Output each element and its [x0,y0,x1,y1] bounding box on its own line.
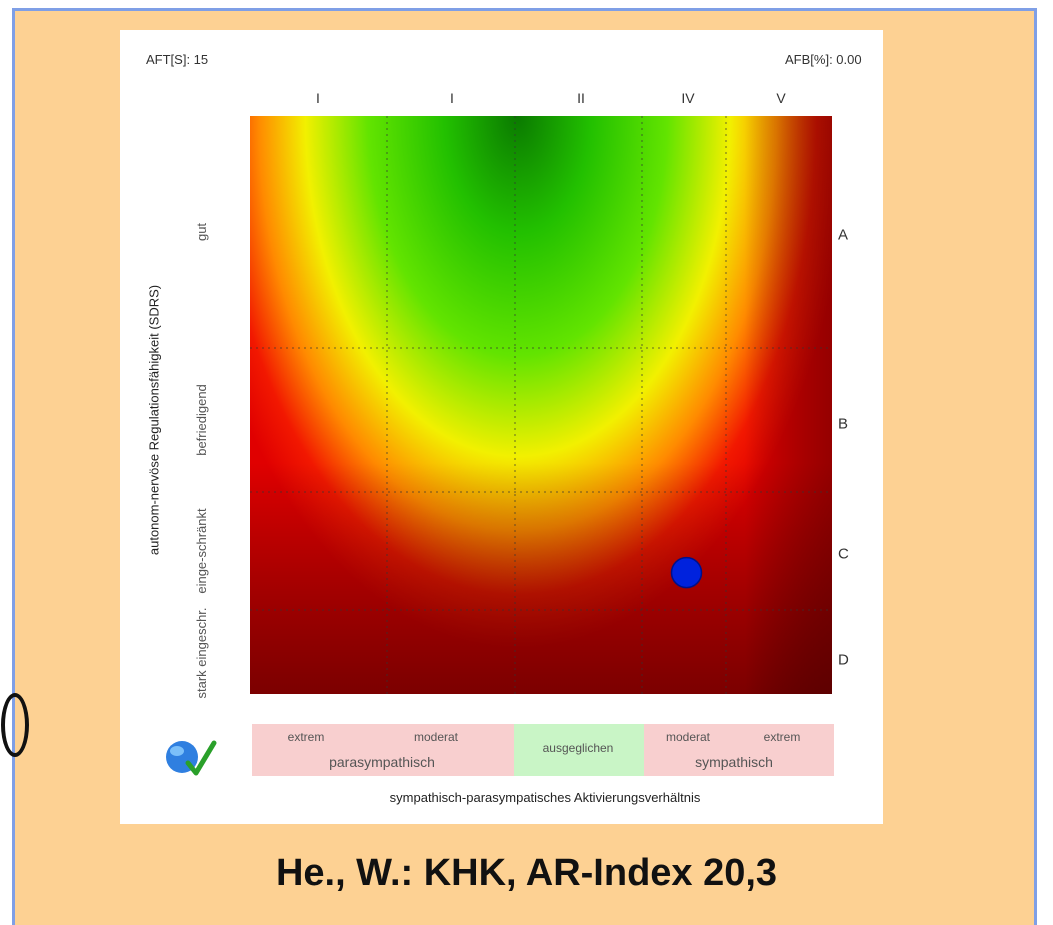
x-axis-title: sympathisch-parasympatisches Aktivierung… [389,790,701,805]
edge-circle-mark [1,693,29,757]
x-category-ausgeglichen: ausgeglichen [514,724,644,776]
aft-label: AFT[S]: 15 [146,52,209,67]
y-category-label: befriedigend [194,384,209,456]
y-category-label: stark eingeschr. [194,607,209,699]
grid-lines [250,116,832,694]
x-category-label: moderat [413,730,459,744]
globe-highlight [170,746,184,756]
column-label-1: I [316,90,320,106]
x-group-label: sympathisch [695,754,773,770]
column-label-3: II [577,90,585,106]
heatmap-svg [250,116,832,694]
x-category-label: extrem [287,730,325,744]
row-label-a: A [838,226,849,244]
row-label-b: B [838,415,849,433]
y-category-befriedigend: befriedigend [176,348,228,492]
y-category-gut: gut [176,116,228,348]
row-label-c: C [838,545,849,563]
data-point-marker [670,556,703,589]
y-category-eingeschraenkt: einge-schränkt [176,492,228,610]
y-category-label: gut [194,222,209,242]
heatmap-plot [250,116,832,694]
heatmap-shade-right [250,116,832,694]
column-label-2: I [450,90,454,106]
afb-label: AFB[%]: 0.00 [785,52,862,67]
x-category-parasympathisch: extrem moderat parasympathisch [252,724,514,776]
row-label-d: D [838,651,849,669]
x-group-label: parasympathisch [329,754,435,770]
y-axis-title: autonom-nervöse Regulationsfähigkeit (SD… [146,284,162,556]
check-globe-icon [166,740,217,776]
x-category-sympathisch: moderat extrem sympathisch [644,724,834,776]
y-category-stark-eingeschraenkt: stark eingeschr. [176,607,228,699]
column-label-5: V [776,90,786,106]
x-category-label: extrem [763,730,801,744]
x-category-label: ausgeglichen [542,741,614,755]
column-label-4: IV [681,90,695,106]
x-category-label: moderat [665,730,711,744]
caption-title: He., W.: KHK, AR-Index 20,3 [275,852,778,894]
y-category-label: einge-schränkt [194,508,209,594]
checkmark-shape [185,740,217,776]
